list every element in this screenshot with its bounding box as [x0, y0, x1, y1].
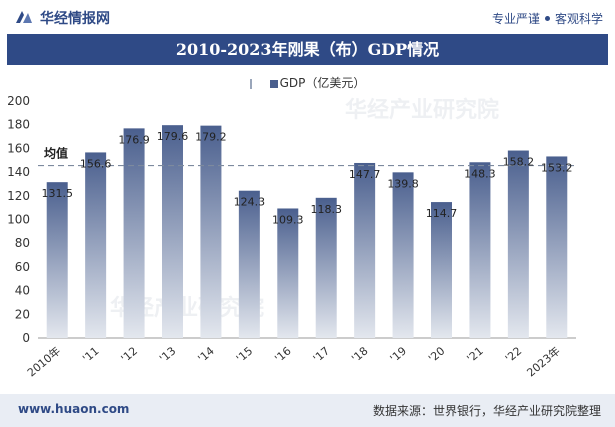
y-tick-label: 120 — [7, 189, 30, 203]
footer-site-link[interactable]: www.huaon.com — [18, 402, 130, 416]
gdp-bar-chart: 0 20 40 60 80 100 120 140 160 180 200 均值 131.5 156.… — [7, 94, 576, 380]
x-tick-label: '12 — [119, 344, 140, 365]
legend-average-swatch — [249, 78, 256, 89]
bar — [85, 152, 107, 338]
slogan: 专业严谨 客观科学 — [492, 10, 603, 27]
y-tick-label: 140 — [7, 165, 30, 179]
y-tick-label: 60 — [15, 260, 30, 274]
x-tick-label: 2010年 — [24, 344, 63, 380]
data-label: 153.2 — [541, 161, 573, 174]
bars — [46, 125, 568, 338]
bar — [238, 190, 260, 338]
data-label: 118.3 — [310, 203, 342, 216]
bar — [431, 202, 452, 338]
average-line-group: 均值 — [38, 146, 576, 167]
data-label: 148.3 — [464, 167, 496, 180]
x-tick-label: '11 — [80, 344, 101, 365]
footer-source: 数据来源：世界银行，华经产业研究院整理 — [372, 404, 601, 418]
legend-gdp-swatch — [269, 79, 278, 88]
bar — [546, 156, 568, 338]
bar — [162, 125, 183, 338]
y-tick-label: 180 — [7, 118, 30, 132]
y-tick-label: 200 — [7, 94, 30, 108]
y-tick-label: 80 — [15, 236, 30, 250]
y-tick-label: 20 — [15, 307, 30, 321]
y-tick-label: 160 — [7, 141, 30, 155]
x-tick-label: '15 — [234, 344, 255, 365]
data-label: 139.8 — [387, 177, 419, 190]
x-tick-label: '18 — [349, 344, 370, 365]
bar — [200, 125, 222, 338]
bar — [315, 197, 337, 338]
data-label: 109.3 — [272, 213, 304, 226]
y-tick-label: 0 — [22, 331, 30, 345]
x-tick-label: '13 — [157, 344, 178, 365]
y-tick-label: 40 — [15, 284, 30, 298]
x-tick-label: 2023年 — [524, 344, 563, 380]
top-bar: 华经情报网 专业严谨 客观科学 — [0, 0, 615, 34]
average-label: 均值 — [44, 146, 68, 161]
data-label: 114.7 — [426, 207, 458, 220]
x-tick-label: '20 — [426, 344, 447, 365]
bar — [123, 128, 145, 338]
x-tick-label: '17 — [311, 344, 332, 365]
bar — [507, 150, 529, 338]
bar — [469, 162, 491, 338]
footer: www.huaon.com 数据来源：世界银行，华经产业研究院整理 — [0, 394, 615, 427]
data-label: 158.2 — [503, 156, 535, 169]
chart-legend: GDP（亿美元） — [0, 74, 615, 91]
y-tick-label: 100 — [7, 213, 30, 227]
data-label: 147.7 — [349, 168, 381, 181]
data-label: 179.2 — [195, 131, 227, 144]
legend-gdp-label: GDP（亿美元） — [279, 76, 366, 90]
data-label: 124.3 — [234, 196, 266, 209]
x-tick-label: '22 — [503, 344, 524, 365]
bar — [392, 172, 414, 338]
brand: 华经情报网 — [14, 8, 110, 28]
x-tick-label: '16 — [272, 344, 293, 365]
x-axis: 2010年 '11 '12 '13 '14 '15 '16 '17 '18 '19 '20 '21 '2… — [24, 344, 562, 380]
data-label: 156.6 — [80, 157, 112, 170]
data-label: 176.9 — [118, 133, 150, 146]
bar — [46, 182, 68, 338]
brand-name: 华经情报网 — [40, 11, 110, 27]
huajing-logo-icon — [16, 11, 32, 23]
bar — [354, 162, 376, 338]
slogan-left: 专业严谨 — [491, 12, 540, 26]
x-tick-label: '19 — [388, 344, 409, 365]
bar — [277, 208, 299, 338]
x-tick-label: '14 — [195, 344, 216, 365]
slogan-right: 客观科学 — [554, 12, 603, 26]
x-tick-label: '21 — [464, 344, 485, 365]
data-label: 179.6 — [157, 130, 189, 143]
y-axis: 0 20 40 60 80 100 120 140 160 180 200 — [7, 94, 576, 345]
slogan-dot-icon — [544, 16, 550, 21]
data-label: 131.5 — [41, 187, 73, 200]
watermark: 华经产业研究院 — [345, 98, 500, 123]
chart-title: 2010-2023年刚果（布）GDP情况 — [7, 34, 608, 65]
data-labels: 131.5 156.6 176.9 179.6 179.2 124.3 109.3 118.3… — [41, 130, 572, 226]
